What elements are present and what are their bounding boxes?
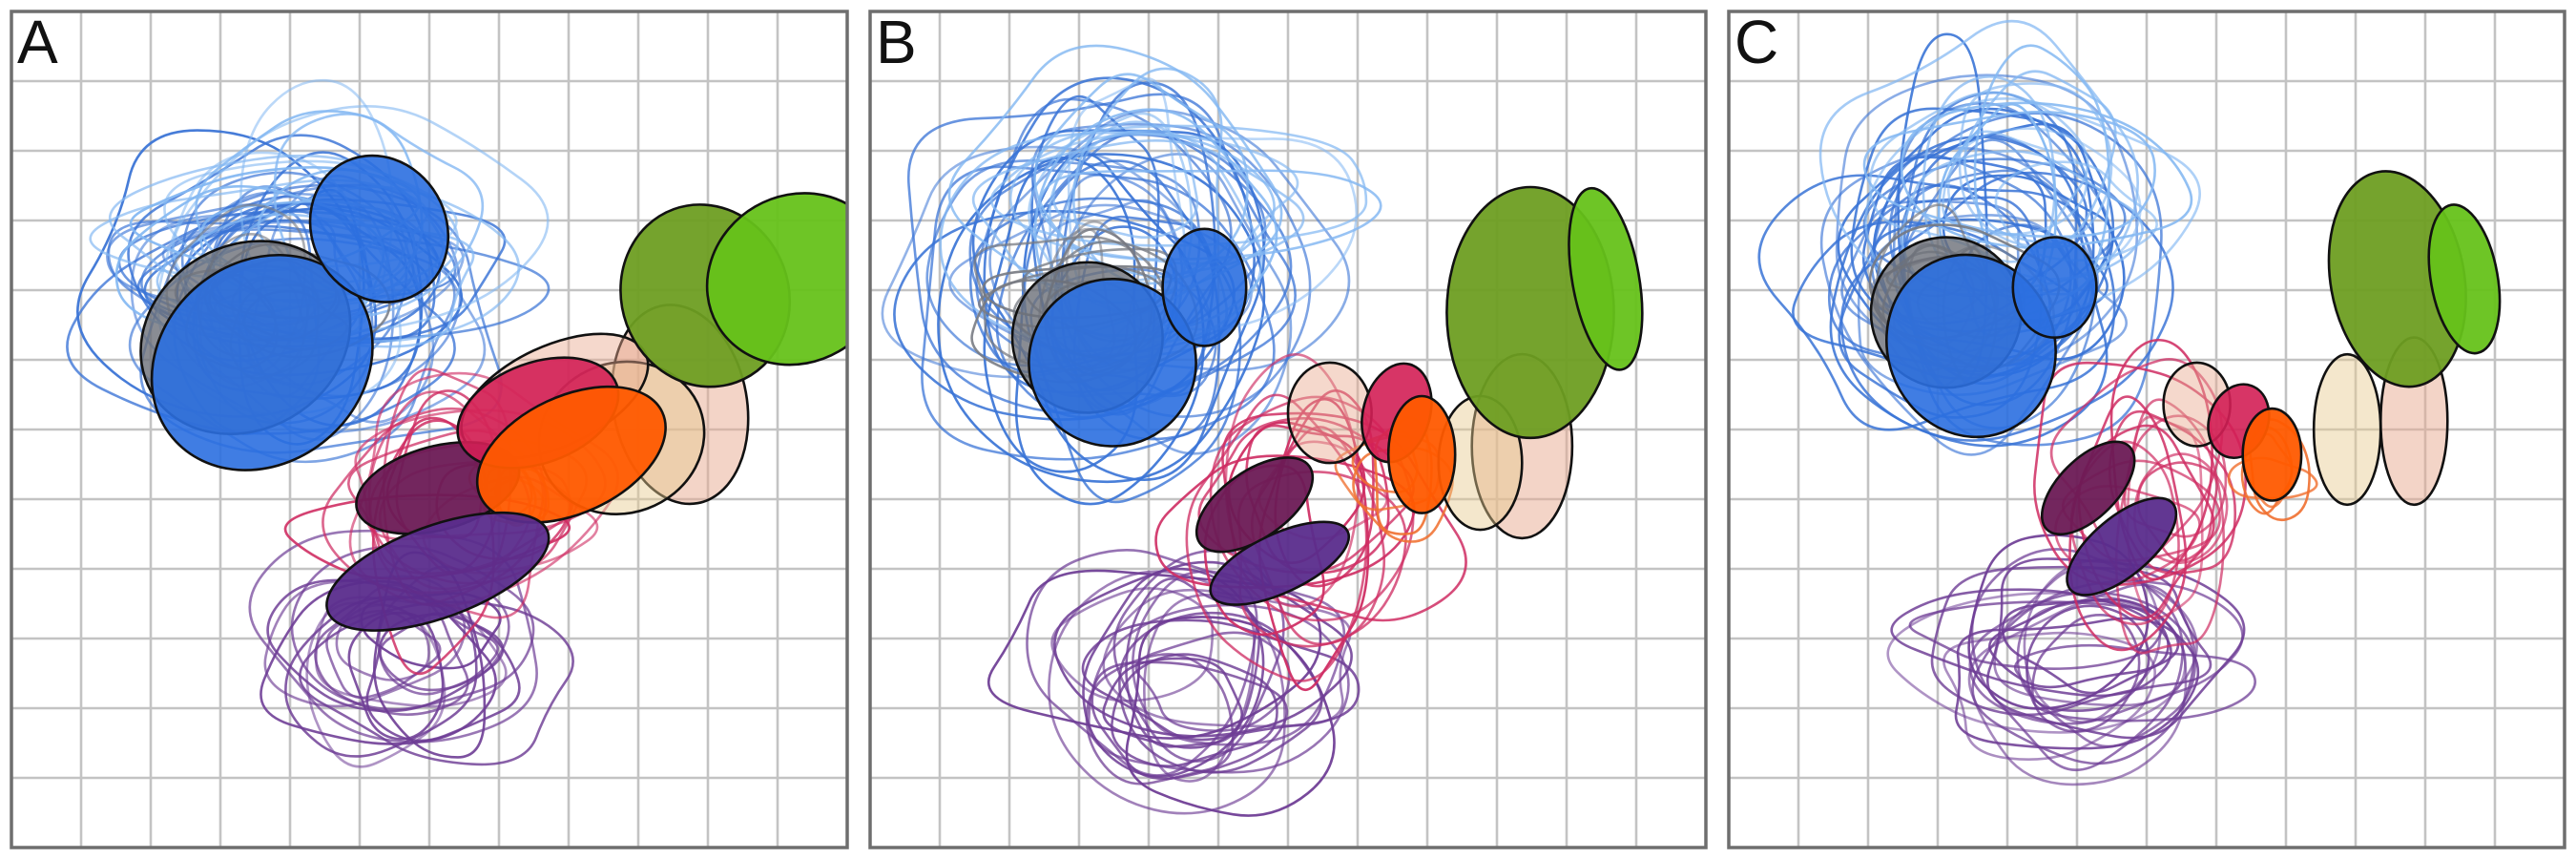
contour-violet [1053, 560, 1353, 738]
contour-violet [1111, 653, 1278, 767]
contour-violet [1890, 588, 2172, 698]
ellipse-plum [1195, 456, 1315, 554]
panel-frame-a [10, 10, 849, 849]
contour-blue [921, 165, 1276, 461]
contour-violet [1954, 617, 2200, 750]
contour-light-blue [1942, 130, 2088, 237]
ellipse-orange [2241, 407, 2303, 502]
contour-blue [937, 153, 1266, 484]
contour-blue [1757, 174, 2116, 431]
contour-violet [1942, 631, 2156, 761]
blobs-c [1869, 170, 2502, 597]
contour-blue [971, 129, 1266, 482]
contour-light-blue [1958, 82, 2113, 248]
contour-crimson [2033, 361, 2247, 586]
panel-label-b: B [876, 8, 917, 76]
contour-light-blue [1008, 133, 1299, 265]
panel-a: A [10, 8, 849, 849]
contour-violet [1112, 549, 1285, 763]
panel-label-a: A [17, 8, 58, 76]
ellipse-blue [308, 154, 450, 304]
contour-crimson [1257, 397, 1370, 691]
ellipse-peach [1286, 361, 1373, 465]
ellipse-violet [2066, 496, 2178, 597]
contour-violet [1091, 660, 1289, 781]
contour-light-blue [972, 139, 1305, 288]
contour-violet [1102, 657, 1244, 749]
contour-crimson [2054, 485, 2201, 582]
blobs-a [139, 154, 847, 632]
contour-violet [1143, 593, 1256, 783]
ellipse-blue [1161, 227, 1248, 347]
blobs-b [1010, 185, 1644, 606]
contour-violet [1971, 591, 2195, 765]
ellipse-violet [1209, 520, 1351, 606]
contour-violet [1970, 548, 2184, 771]
panel-frame-b [868, 10, 1708, 849]
ellipse-plum [2040, 440, 2136, 536]
contour-light-blue [273, 113, 485, 319]
contour-light-blue [1868, 91, 2089, 263]
contour-violet [2025, 604, 2150, 712]
contour-violet [1886, 592, 2187, 734]
ellipse-lime-green [2427, 203, 2502, 355]
ellipse-orange [475, 385, 667, 524]
contour-light-blue [989, 124, 1368, 247]
panel-label-c: C [1735, 8, 1778, 76]
panel-b: B [868, 8, 1708, 849]
contour-violet [260, 579, 497, 745]
contour-light-blue [172, 105, 550, 334]
ellipse-blue [2011, 236, 2098, 339]
ellipse-lime-green [1568, 186, 1644, 371]
panel-c: C [1727, 8, 2566, 849]
ellipse-sand [2312, 352, 2382, 507]
ellipse-orange [1386, 394, 1457, 514]
ellipse-lime-green [705, 192, 847, 367]
contour-light-blue [1900, 101, 2193, 249]
contour-light-blue [1051, 120, 1199, 239]
contour-violet [1102, 588, 1352, 728]
grid-b [870, 11, 1706, 848]
panel-frame-c [1727, 10, 2566, 849]
ellipse-violet [325, 511, 551, 632]
